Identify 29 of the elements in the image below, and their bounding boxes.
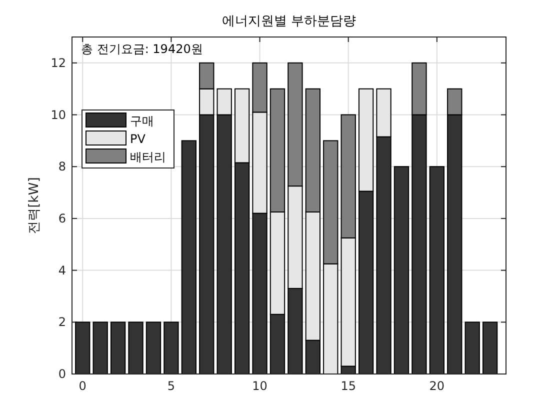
bar (394, 166, 410, 374)
y-axis-title: 전력[kW] (27, 177, 42, 234)
bar (92, 322, 108, 374)
y-tick-label: 10 (50, 108, 66, 122)
y-tick-label: 2 (58, 315, 66, 330)
annotation: 총 전기요금: 19420원 (81, 42, 203, 56)
bar (75, 322, 90, 374)
legend-label: 배터리 (130, 150, 166, 164)
x-tick-label: 20 (429, 379, 445, 393)
bar (128, 322, 144, 374)
y-tick-label: 6 (58, 211, 66, 226)
bar (464, 322, 480, 374)
y-tick-label: 8 (58, 160, 66, 174)
y-tick-label: 4 (58, 263, 66, 278)
bar (164, 322, 179, 374)
x-tick-label: 5 (167, 379, 176, 393)
chart-title: 에너지원별 부하분담량 (222, 14, 356, 29)
bar (146, 322, 162, 374)
legend-label: 구매 (130, 114, 154, 128)
x-tick-label: 15 (340, 379, 356, 393)
bar (429, 166, 444, 374)
x-tick-label: 10 (252, 379, 268, 393)
x-tick-label: 0 (78, 379, 86, 393)
y-tick-label: 0 (58, 367, 66, 381)
bar (110, 322, 126, 374)
y-tick-label: 12 (50, 56, 66, 70)
legend-label: PV (130, 132, 146, 146)
bar (482, 322, 498, 374)
bar (181, 140, 196, 374)
